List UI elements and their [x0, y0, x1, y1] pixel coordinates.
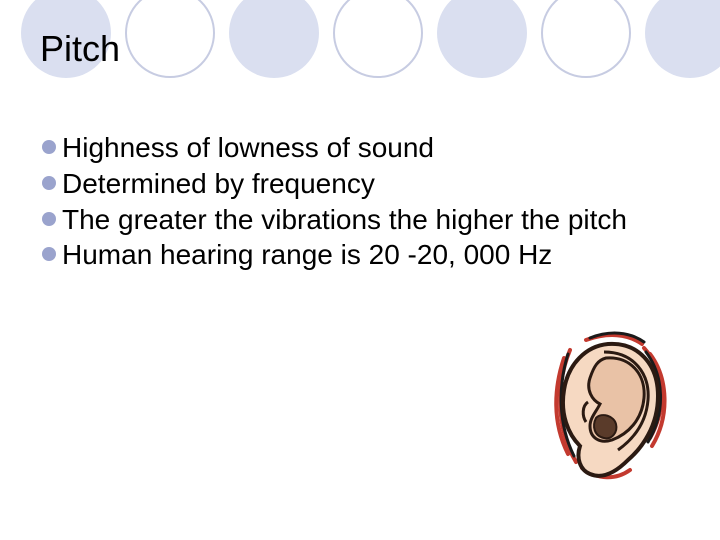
bullet-icon [42, 140, 56, 154]
bg-circle-5 [437, 0, 527, 78]
bullet-item: Human hearing range is 20 -20, 000 Hz [42, 237, 680, 273]
bullet-text: Determined by frequency [62, 166, 680, 202]
bg-circle-7 [645, 0, 720, 78]
bg-circle-6 [541, 0, 631, 78]
bullet-item: Highness of lowness of sound [42, 130, 680, 166]
bg-circle-4 [333, 0, 423, 78]
ear-icon [546, 330, 674, 484]
bullet-icon [42, 247, 56, 261]
bg-circle-3 [229, 0, 319, 78]
bullet-text: Human hearing range is 20 -20, 000 Hz [62, 237, 680, 273]
bullet-item: Determined by frequency [42, 166, 680, 202]
bullet-text: The greater the vibrations the higher th… [62, 202, 680, 238]
bullet-icon [42, 212, 56, 226]
bullet-list: Highness of lowness of sound Determined … [42, 130, 680, 273]
bullet-icon [42, 176, 56, 190]
slide-title: Pitch [40, 28, 120, 70]
bg-circle-2 [125, 0, 215, 78]
bullet-text: Highness of lowness of sound [62, 130, 680, 166]
bullet-item: The greater the vibrations the higher th… [42, 202, 680, 238]
